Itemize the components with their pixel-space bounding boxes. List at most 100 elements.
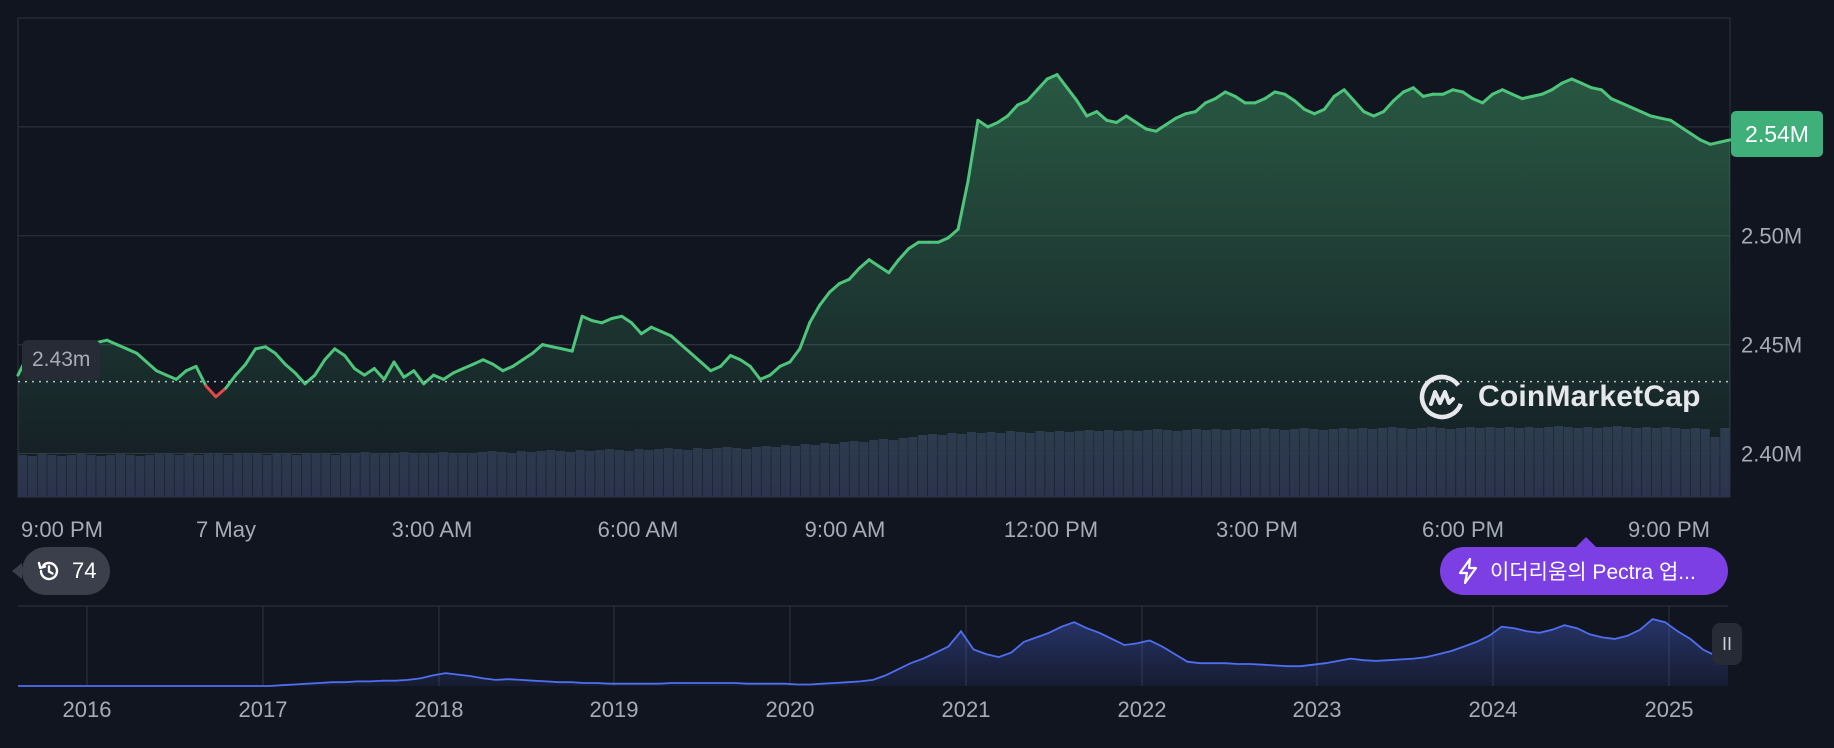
price-segment [1115,114,1128,124]
price-segment [293,371,307,386]
price-segment [1233,94,1247,105]
area-fill [18,74,1730,497]
price-segment [1708,140,1722,146]
price-segment [1134,121,1148,131]
price-segment [402,369,416,379]
price-segment [1649,114,1663,120]
price-segment [382,360,396,381]
price-segment [1679,125,1692,135]
price-segment [1055,73,1069,90]
price-segment [1105,118,1118,124]
price-segment [1590,86,1603,92]
price-segment [1500,88,1514,96]
price-segment [956,179,970,231]
price-segment [1619,101,1633,109]
price-segment [1065,86,1079,103]
history-icon [37,561,59,581]
price-segment [1283,92,1297,103]
price-segment [1016,99,1029,107]
price-segment [244,347,257,366]
overview-chart[interactable] [18,605,1729,687]
x-tick-label: 3:00 PM [1216,517,1298,542]
price-segment [145,360,158,373]
price-segment [1223,90,1237,98]
price-area-fill [18,74,1730,497]
price-segment [1154,123,1168,133]
price-segment [1540,88,1554,96]
price-segment [1560,77,1574,85]
price-segment [788,347,802,364]
price-segment [1293,99,1306,111]
price-segment [679,343,693,355]
price-segment [353,367,366,377]
watermark-text: CoinMarketCap [1478,380,1701,413]
history-badge[interactable]: 74 [11,547,111,595]
overview-year-label: 2022 [1118,697,1167,722]
price-segment [639,325,653,336]
overview-range-handle[interactable]: II [1712,623,1742,665]
overview-year-label: 2019 [590,697,639,722]
price-segment [184,364,198,373]
price-segment [966,118,980,183]
price-segment [1530,92,1544,98]
price-segment [1342,88,1356,103]
price-segment [1441,88,1455,96]
x-tick-label: 7 May [196,517,256,542]
y-tick-label: 2.50M [1741,224,1802,249]
price-segment [1045,73,1059,81]
open-value-label: 2.43m [22,340,101,380]
price-segment [946,227,960,240]
price-segment [461,362,475,370]
price-segment [986,121,1000,129]
x-tick-label: 9:00 PM [21,517,103,542]
price-segment [1520,94,1534,101]
overview-year-ticks: 2016 2017 2018 2019 2020 2021 2022 2023 2024 2025 [63,697,1694,722]
price-segment [818,290,831,307]
price-segment [333,347,347,357]
event-pointer [1576,537,1596,547]
lightning-icon [1458,557,1478,585]
event-pill[interactable]: 이더리움의 Pectra 업... [1440,547,1728,595]
overview-year-label: 2023 [1293,697,1342,722]
price-segment [1491,88,1504,96]
price-segment [1698,138,1712,146]
coinmarketcap-logo-icon [1419,374,1465,420]
history-count: 74 [72,558,97,583]
price-segment [1669,118,1682,129]
y-tick-label: 2.40M [1741,441,1802,466]
price-segment [1570,77,1584,85]
price-segment [1095,110,1109,122]
price-segment [432,373,445,381]
price-segment [1471,97,1485,105]
price-segment [155,369,168,377]
price-segment [590,319,604,325]
price-segment [1124,114,1138,124]
overview-year-label: 2025 [1645,697,1694,722]
price-segment [1075,99,1089,118]
price-segment [669,334,683,347]
pause-icon: II [1721,633,1732,654]
price-segment [1025,88,1039,103]
current-price-text: 2.54M [1745,120,1809,147]
price-segment [719,354,732,368]
price-segment [313,358,327,377]
price-segment [471,358,485,366]
price-segment [808,303,822,325]
price-segment [1332,88,1346,98]
price-segment [1085,110,1099,118]
price-segment [570,314,584,353]
price-segment [521,351,535,362]
price-segment [1312,107,1326,116]
x-tick-label: 6:00 AM [598,517,679,542]
price-segment [481,358,495,366]
price-segment [738,358,752,368]
price-segment [511,358,525,368]
overview-year-label: 2017 [239,697,288,722]
x-tick-label: 6:00 PM [1422,517,1504,542]
price-segment [1421,92,1435,98]
price-segment [897,247,911,262]
price-segment [1263,90,1277,101]
price-segment [936,236,950,244]
price-segment [273,351,287,366]
